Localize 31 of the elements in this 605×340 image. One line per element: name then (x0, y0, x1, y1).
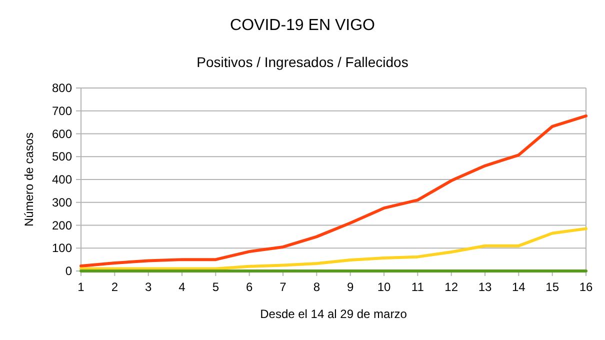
y-tick-label: 300 (52, 195, 72, 210)
x-axis-title: Desde el 14 al 29 de marzo (260, 307, 408, 321)
line-series (80, 114, 588, 268)
x-tick-label: 7 (280, 280, 287, 294)
x-tick-label: 15 (546, 280, 560, 294)
line-series (80, 227, 588, 270)
y-tick-label: 400 (52, 172, 72, 186)
x-tick-label: 9 (346, 280, 354, 294)
y-tick-label: 500 (52, 150, 72, 164)
y-axis-title: Número de casos (22, 132, 36, 227)
x-tick-label: 10 (377, 280, 391, 294)
y-tick-label: 600 (52, 126, 72, 141)
y-tick-label: 100 (52, 241, 72, 256)
chart-subtitle: Positivos / Ingresados / Fallecidos (196, 54, 408, 70)
chart-title: COVID-19 EN VIGO (230, 17, 375, 34)
x-tick-label: 16 (579, 280, 593, 294)
x-tick-label: 11 (411, 280, 424, 294)
x-tick-label: 13 (478, 280, 492, 294)
x-tick-label: 14 (512, 280, 526, 294)
x-tick-label: 12 (444, 280, 458, 294)
x-tick-label: 5 (212, 280, 220, 294)
x-tick-label: 6 (246, 280, 253, 294)
x-tick-label: 3 (144, 280, 152, 294)
x-tick-label: 8 (313, 280, 320, 294)
y-tick-label: 800 (52, 81, 72, 95)
x-tick-label: 4 (178, 280, 186, 294)
y-tick-label: 0 (65, 264, 72, 278)
x-tick-label: 1 (78, 280, 85, 294)
x-tick-label: 2 (111, 280, 118, 294)
y-tick-label: 200 (52, 218, 72, 232)
y-tick-label: 700 (52, 104, 72, 118)
